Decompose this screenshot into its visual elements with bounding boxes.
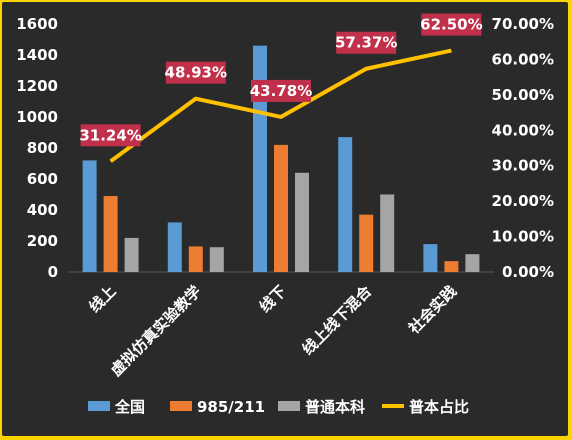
- bar: [338, 137, 353, 272]
- bar: [359, 214, 374, 272]
- category-label: 线上线下混合: [299, 281, 376, 358]
- right-tick-label: 50.00%: [492, 86, 554, 104]
- left-tick-label: 1000: [16, 108, 58, 126]
- left-tick-label: 1400: [16, 46, 58, 64]
- ratio-line: [109, 48, 452, 163]
- bar: [444, 261, 459, 272]
- left-tick-label: 600: [27, 170, 58, 188]
- right-tick-label: 20.00%: [492, 192, 554, 210]
- data-label-box: [421, 13, 482, 36]
- legend-swatch: [88, 401, 110, 411]
- data-label: 62.50%: [420, 16, 482, 34]
- bar: [103, 196, 118, 272]
- left-tick-label: 1200: [16, 77, 58, 95]
- right-tick-label: 70.00%: [492, 15, 554, 33]
- left-tick-label: 400: [27, 201, 58, 219]
- chart: 0 200 400 600 800 1000 1200 1400 1600 0.00% 10.00…: [16, 13, 554, 416]
- chart-frame: 0 200 400 600 800 1000 1200 1400 1600 0.00% 10.00…: [2, 2, 568, 436]
- bar: [209, 247, 224, 272]
- bar: [380, 194, 395, 272]
- right-axis-ticks: 0.00% 10.00% 20.00% 30.00% 40.00% 50.00% 60.00…: [492, 15, 554, 281]
- bar: [465, 254, 480, 272]
- data-label-box: [251, 79, 311, 102]
- legend-label: 普本占比: [409, 398, 469, 416]
- bar: [253, 45, 267, 273]
- legend-label: 普通本科: [305, 398, 365, 416]
- right-tick-label: 10.00%: [492, 228, 554, 246]
- bars: [82, 45, 480, 273]
- bar: [82, 160, 97, 272]
- legend-label: 985/211: [197, 398, 265, 416]
- legend-swatch: [278, 401, 300, 411]
- data-label: 43.78%: [250, 82, 312, 100]
- data-labels: 31.24% 48.93% 43.78% 57.37% 62.50%: [79, 13, 483, 147]
- right-tick-label: 60.00%: [492, 50, 554, 68]
- category-label: 社会实践: [404, 282, 460, 338]
- right-tick-label: 40.00%: [492, 121, 554, 139]
- data-label: 31.24%: [79, 126, 141, 144]
- category-label: 线下: [256, 282, 290, 316]
- category-label: 虚拟仿真实验教学: [107, 282, 205, 380]
- left-tick-label: 0: [48, 263, 58, 281]
- bar: [295, 172, 309, 272]
- data-label-box: [165, 61, 226, 84]
- bar: [167, 222, 182, 272]
- left-tick-label: 1600: [16, 15, 58, 33]
- right-tick-label: 0.00%: [502, 263, 554, 281]
- legend-swatch: [170, 401, 192, 411]
- left-axis-ticks: 0 200 400 600 800 1000 1200 1400 1600: [16, 15, 58, 281]
- bar: [124, 237, 139, 272]
- legend-label: 全国: [114, 398, 145, 416]
- right-tick-label: 30.00%: [492, 157, 554, 175]
- data-label: 57.37%: [335, 34, 397, 52]
- bar: [423, 244, 438, 272]
- left-tick-label: 800: [27, 139, 58, 157]
- left-tick-label: 200: [27, 232, 58, 250]
- data-label-box: [80, 124, 141, 147]
- category-label: 线上: [85, 282, 119, 316]
- bar: [188, 246, 203, 272]
- data-label: 48.93%: [165, 64, 227, 82]
- legend: 全国 985/211 普通本科 普本占比: [88, 398, 469, 416]
- ratio-line-path: [109, 48, 452, 163]
- data-label-box: [336, 31, 397, 54]
- bar: [274, 144, 288, 272]
